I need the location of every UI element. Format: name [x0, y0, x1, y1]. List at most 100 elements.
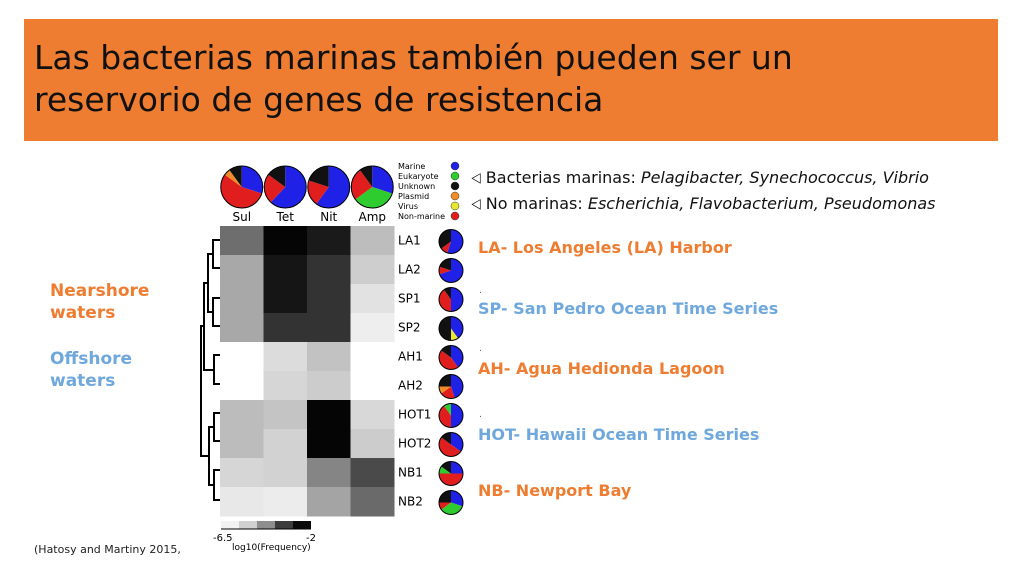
- heatmap-cell: [263, 458, 308, 488]
- pie-slice: [443, 287, 451, 300]
- colorbar-min-label: -6.5: [213, 533, 233, 544]
- row-label: HOT2: [398, 437, 431, 451]
- pie-outline: [438, 258, 464, 283]
- pie-slice: [439, 405, 451, 428]
- heatmap-cell: [307, 313, 351, 343]
- heatmap-cell: [307, 400, 351, 430]
- site-hot: HOT- Hawaii Ocean Time Series: [478, 425, 760, 444]
- pie-slice: [355, 187, 393, 208]
- pie-slice: [451, 287, 464, 312]
- heatmap-cell: [350, 313, 395, 343]
- row-pies: [438, 229, 464, 515]
- legend-swatch: [450, 201, 460, 211]
- pie-slice: [308, 166, 329, 187]
- pie-slice: [441, 241, 451, 253]
- row-pie: [438, 403, 464, 428]
- heatmap-cell: [350, 342, 395, 372]
- pie-slice: [443, 403, 451, 416]
- bullet-marine: ⨞ Bacterias marinas: Pelagibacter, Synech…: [471, 166, 936, 192]
- pie-slice: [439, 466, 451, 474]
- heatmap-cell: [350, 371, 395, 401]
- heatmap-cell: [350, 458, 395, 488]
- colorbar: -6.5 -2 log10(Frequency): [213, 521, 316, 553]
- pie-slice: [451, 316, 464, 339]
- heatmap-cell: [350, 400, 395, 430]
- pie-slice: [224, 170, 242, 187]
- column-label: Tet: [276, 210, 295, 224]
- row-pie: [438, 229, 464, 254]
- column-label: Amp: [358, 210, 386, 224]
- heatmap-cell: [307, 342, 351, 372]
- colorbar-step: [275, 521, 293, 529]
- legend-swatch: [450, 161, 460, 171]
- pie-outline: [350, 165, 394, 209]
- row-label: NB1: [398, 466, 423, 480]
- heatmap-cell: [350, 255, 395, 285]
- row-label: AH1: [398, 350, 423, 364]
- column-pie: [220, 165, 264, 209]
- site-sp: SP- San Pedro Ocean Time Series: [478, 299, 779, 318]
- legend-swatch: [450, 211, 460, 221]
- site-nb: NB- Newport Bay: [478, 481, 632, 500]
- heatmap-cell: [263, 284, 308, 314]
- column-label: Nit: [320, 210, 337, 224]
- bullet-lead: Bacterias marinas:: [485, 168, 636, 187]
- pie-slice: [220, 174, 262, 208]
- pie-slice: [359, 166, 373, 187]
- heatmap-cell: [263, 226, 308, 256]
- bullet-lead: No marinas:: [485, 194, 583, 213]
- pie-outline: [307, 165, 351, 209]
- row-pie: [438, 316, 464, 341]
- heatmap-cell: [307, 487, 351, 517]
- pie-slice: [451, 403, 464, 428]
- row-pie: [438, 258, 464, 283]
- pie-outline: [438, 461, 464, 486]
- colorbar-step: [239, 521, 257, 529]
- pie-outline: [438, 432, 464, 457]
- heatmap-cell: [263, 255, 308, 285]
- heatmap-cell: [307, 284, 351, 314]
- row-labels: LA1 LA2 SP1 SP2 AH1 AH2 HOT1 HOT2 NB1 NB2: [398, 234, 431, 509]
- column-labels: Sul Tet Nit Amp: [232, 210, 386, 224]
- row-pie: [438, 461, 464, 486]
- row-label: SP2: [398, 321, 421, 335]
- pie-slice: [451, 461, 463, 474]
- separator-dot: .: [479, 286, 482, 296]
- row-label: AH2: [398, 379, 423, 393]
- row-label: LA1: [398, 234, 421, 248]
- heatmap-cell: [220, 313, 264, 343]
- legend-label: Plasmid: [398, 192, 429, 201]
- heatmap-cell: [307, 371, 351, 401]
- pie-slice: [451, 374, 464, 398]
- heatmap-cell: [263, 313, 308, 343]
- heatmap-cell: [350, 284, 395, 314]
- heatmap-cell: [307, 458, 351, 488]
- heatmap-cell: [220, 400, 264, 430]
- pie-slice: [229, 166, 242, 187]
- pie-outline: [438, 229, 464, 254]
- pie-slice: [439, 386, 451, 394]
- pie-slice: [372, 166, 394, 194]
- pie-outline: [438, 374, 464, 399]
- heatmap-cell: [307, 226, 351, 256]
- category-legend: MarineEukaryoteUnknownPlasmidVirusNon-ma…: [398, 161, 460, 221]
- site-ah: AH- Agua Hedionda Lagoon: [478, 359, 725, 378]
- heatmap-cell: [220, 458, 264, 488]
- colorbar-step: [293, 521, 311, 529]
- row-pie: [438, 490, 464, 515]
- pie-slice: [316, 166, 350, 209]
- bullet-mark-icon: ⨞: [471, 198, 482, 213]
- pie-slice: [439, 289, 451, 312]
- heatmap-cell: [220, 429, 264, 459]
- row-pie: [438, 287, 464, 312]
- row-pie: [438, 345, 464, 370]
- pie-slice: [441, 386, 455, 399]
- pie-slice: [439, 473, 463, 486]
- pie-slice: [439, 490, 451, 503]
- heatmap-cell: [307, 429, 351, 459]
- legend-swatch: [450, 181, 460, 191]
- site-la: LA- Los Angeles (LA) Harbor: [478, 238, 732, 257]
- nearshore-label: Nearshore waters: [50, 281, 150, 323]
- heatmap-cell: [350, 226, 395, 256]
